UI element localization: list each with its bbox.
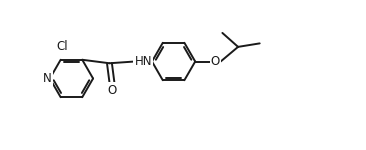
Text: N: N (43, 72, 52, 85)
Text: O: O (108, 84, 117, 97)
Text: O: O (211, 55, 220, 68)
Text: HN: HN (135, 55, 152, 68)
Text: Cl: Cl (57, 40, 68, 54)
